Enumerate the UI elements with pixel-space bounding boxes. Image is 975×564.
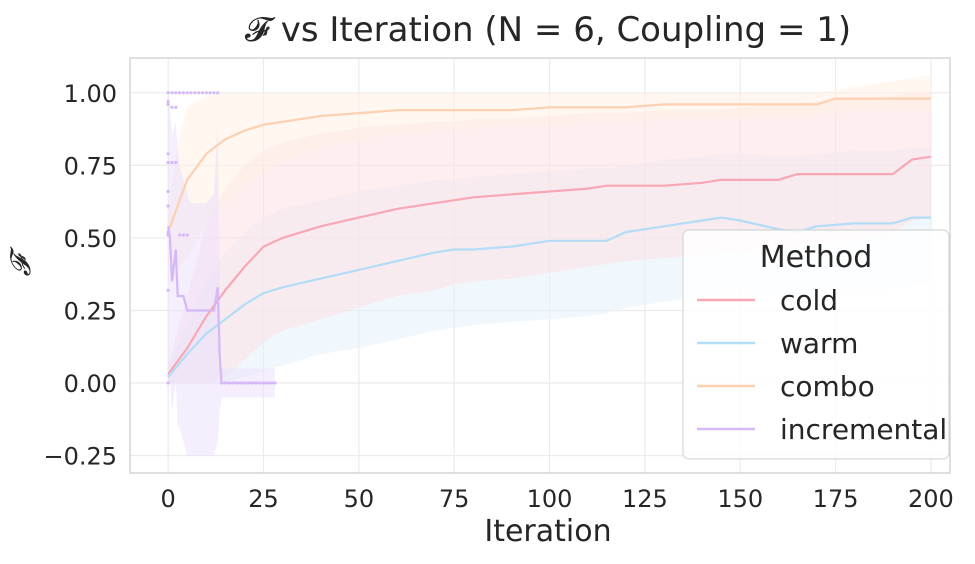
marker-incremental <box>246 381 250 385</box>
marker-incremental <box>166 381 170 385</box>
x-axis-label: Iteration <box>484 514 611 549</box>
x-tick-label: 50 <box>344 485 375 513</box>
y-tick-label: 1.00 <box>64 80 117 108</box>
chart-title: 𝓕 vs Iteration (N = 6, Coupling = 1) <box>245 10 851 50</box>
marker-incremental <box>174 91 178 95</box>
marker-incremental <box>223 381 227 385</box>
marker-incremental <box>193 91 197 95</box>
y-axis-ticks: −0.25 0.00 0.25 0.50 0.75 1.00 <box>43 80 117 471</box>
marker-incremental <box>185 233 189 237</box>
marker-incremental <box>166 152 170 156</box>
marker-incremental <box>212 91 216 95</box>
x-tick-label: 100 <box>527 485 573 513</box>
series-lines <box>167 97 932 385</box>
marker-incremental <box>258 381 262 385</box>
band-incremental <box>168 92 275 456</box>
marker-incremental <box>170 105 174 109</box>
marker-incremental <box>231 381 235 385</box>
band-combo <box>168 75 931 268</box>
marker-incremental <box>166 160 170 165</box>
y-tick-label: 0.00 <box>64 370 117 398</box>
marker-incremental <box>273 381 277 385</box>
marker-incremental <box>166 91 170 95</box>
marker-incremental <box>189 91 193 95</box>
x-tick-label: 150 <box>717 485 763 513</box>
x-tick-label: 125 <box>622 485 668 513</box>
marker-incremental <box>166 102 170 106</box>
marker-incremental <box>181 233 185 237</box>
series-line-combo <box>167 97 931 233</box>
marker-incremental <box>166 230 170 234</box>
marker-incremental <box>265 381 269 385</box>
marker-incremental <box>208 91 212 95</box>
confidence-bands <box>168 75 931 456</box>
marker-incremental <box>269 381 273 385</box>
marker-incremental <box>242 381 246 385</box>
x-tick-label: 0 <box>160 485 175 513</box>
legend-label-warm: warm <box>780 327 858 360</box>
x-tick-label: 25 <box>248 485 279 513</box>
legend-box <box>682 229 950 460</box>
legend: Method cold warm combo incremental <box>682 229 950 460</box>
legend-label-cold: cold <box>780 284 838 317</box>
legend-items: cold warm combo incremental <box>697 284 947 446</box>
marker-incremental <box>178 91 182 95</box>
x-tick-label: 175 <box>813 485 859 513</box>
plot-frame <box>129 57 951 474</box>
y-tick-label: 0.25 <box>64 297 117 325</box>
marker-incremental <box>174 105 178 109</box>
y-tick-label: 0.50 <box>64 225 117 253</box>
marker-incremental <box>204 91 208 95</box>
y-tick-label: −0.25 <box>43 443 117 471</box>
legend-title: Method <box>760 240 873 275</box>
marker-incremental <box>197 91 201 95</box>
x-tick-label: 200 <box>908 485 954 513</box>
x-tick-label: 75 <box>439 485 470 513</box>
marker-incremental <box>216 91 220 95</box>
marker-incremental <box>174 160 178 165</box>
marker-incremental <box>166 288 170 292</box>
marker-incremental <box>254 381 258 385</box>
marker-incremental <box>235 381 239 385</box>
marker-incremental <box>200 91 205 95</box>
legend-label-incremental: incremental <box>780 413 947 446</box>
marker-incremental <box>170 91 174 95</box>
marker-incremental <box>185 91 189 95</box>
marker-incremental <box>166 189 170 194</box>
band-cold <box>168 92 931 384</box>
series-line-cold <box>167 155 932 375</box>
marker-incremental <box>170 160 174 165</box>
marker-incremental <box>227 381 231 385</box>
marker-incremental <box>219 381 224 385</box>
marker-incremental <box>181 91 185 95</box>
marker-incremental <box>166 99 170 104</box>
marker-incremental <box>178 233 182 237</box>
marker-incremental <box>239 381 243 385</box>
legend-label-combo: combo <box>780 370 875 403</box>
incremental-markers <box>166 91 277 385</box>
y-tick-label: 0.75 <box>64 152 117 180</box>
x-axis-ticks: 0 25 50 75 100 125 150 175 200 <box>160 485 953 513</box>
marker-incremental <box>166 204 170 208</box>
marker-incremental <box>166 233 170 237</box>
marker-incremental <box>250 381 254 385</box>
marker-incremental <box>261 381 266 385</box>
